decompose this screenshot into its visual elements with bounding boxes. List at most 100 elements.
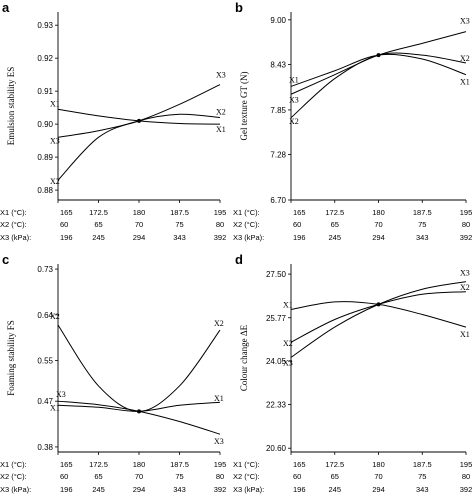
panel-b: 9.00 8.43 7.85 7.28 6.70 b Gel texture GT (N) X… xyxy=(233,0,472,242)
center-point xyxy=(137,409,141,414)
x-row-label: X1 (°C): xyxy=(233,460,260,469)
x-tick-label: 187.5 xyxy=(413,208,432,217)
y-tick-label: 24.05 xyxy=(266,357,287,366)
x-tick-label: 80 xyxy=(462,220,470,229)
x-tick-label: 172.5 xyxy=(89,460,108,469)
x-tick-label: 343 xyxy=(173,485,186,494)
x-tick-label: 165 xyxy=(60,208,73,217)
x-tick-label: 245 xyxy=(328,233,341,242)
x-tick-label: 294 xyxy=(372,233,385,242)
x-tick-label: 187.5 xyxy=(170,460,189,469)
x-tick-label: 75 xyxy=(175,220,183,229)
series-label-right: X3 xyxy=(214,437,224,446)
y-tick-label: 27.50 xyxy=(266,270,287,279)
panel-letter: d xyxy=(235,252,243,267)
series-label-right: X1 xyxy=(460,330,470,339)
series-label-right: X1 xyxy=(216,125,226,134)
y-tick-label: 0.73 xyxy=(37,265,53,274)
x-tick-label: 75 xyxy=(418,472,426,481)
x-tick-label: 343 xyxy=(173,233,186,242)
x-tick-label: 195 xyxy=(460,208,473,217)
series-label-left: X1 xyxy=(50,403,60,412)
x-tick-label: 60 xyxy=(60,220,68,229)
x-tick-label: 195 xyxy=(214,208,227,217)
y-tick-label: 0.89 xyxy=(37,153,53,162)
x-tick-label: 70 xyxy=(374,220,382,229)
panel-c: 0.73 0.64 0.55 0.47 0.38 c Foaming stability F… xyxy=(0,252,226,494)
y-axis-label: Gel texture GT (N) xyxy=(239,71,249,140)
series-label-right: X3 xyxy=(460,17,470,26)
series-label-right: X3 xyxy=(216,71,226,80)
series-line-x3 xyxy=(290,31,467,95)
y-tick-label: 7.85 xyxy=(270,106,286,115)
x-tick-label: 245 xyxy=(92,485,105,494)
y-tick-label: 0.47 xyxy=(37,397,53,406)
series-label-left: X2 xyxy=(50,312,60,321)
series-label-right: X2 xyxy=(216,108,226,117)
x-tick-label: 343 xyxy=(416,233,429,242)
panel-letter: b xyxy=(235,0,243,15)
x-tick-label: 165 xyxy=(60,460,73,469)
y-tick-label: 6.70 xyxy=(270,196,286,205)
series-label-right: X3 xyxy=(460,269,470,278)
x-tick-label: 80 xyxy=(216,472,224,481)
x-row-label: X1 (°C): xyxy=(0,460,27,469)
x-row-label: X3 (kPa): xyxy=(0,233,31,242)
x-row-label: X3 (kPa): xyxy=(233,233,264,242)
x-tick-label: 80 xyxy=(462,472,470,481)
panel-d: 27.50 25.77 24.05 22.33 20.60 d Colour change … xyxy=(233,252,472,494)
series-line-x2 xyxy=(290,52,467,119)
center-point xyxy=(376,53,381,58)
series-label-left: X1 xyxy=(50,99,60,108)
y-axis-label: Emulsion stability ES xyxy=(6,67,16,146)
y-tick-label: 0.55 xyxy=(37,357,53,366)
series-label-left: X3 xyxy=(50,136,60,145)
x-tick-label: 294 xyxy=(133,233,146,242)
y-tick-label: 9.00 xyxy=(270,16,286,25)
x-row-label: X2 (°C): xyxy=(0,220,27,229)
x-tick-label: 196 xyxy=(60,233,73,242)
y-tick-label: 0.90 xyxy=(37,120,53,129)
x-row-label: X3 (kPa): xyxy=(0,485,31,494)
series-label-right: X2 xyxy=(460,54,470,63)
x-tick-label: 180 xyxy=(133,460,146,469)
x-tick-label: 75 xyxy=(175,472,183,481)
series-label-left: X2 xyxy=(283,339,293,348)
x-row-label: X2 (°C): xyxy=(233,472,260,481)
x-tick-label: 172.5 xyxy=(325,208,344,217)
x-row-label: X3 (kPa): xyxy=(233,485,264,494)
x-tick-label: 343 xyxy=(416,485,429,494)
y-tick-label: 0.91 xyxy=(37,87,53,96)
x-tick-label: 392 xyxy=(214,485,227,494)
panel-letter: a xyxy=(2,0,10,15)
y-tick-label: 0.88 xyxy=(37,186,53,195)
y-tick-label: 20.60 xyxy=(266,444,287,453)
x-tick-label: 187.5 xyxy=(170,208,189,217)
x-tick-label: 245 xyxy=(92,233,105,242)
x-tick-label: 165 xyxy=(293,208,306,217)
x-tick-label: 172.5 xyxy=(89,208,108,217)
x-tick-label: 196 xyxy=(60,485,73,494)
x-tick-label: 195 xyxy=(460,460,473,469)
x-tick-label: 196 xyxy=(293,485,306,494)
y-tick-label: 7.28 xyxy=(270,151,286,160)
x-tick-label: 60 xyxy=(293,220,301,229)
series-line-x2 xyxy=(290,291,467,343)
x-tick-label: 65 xyxy=(94,220,102,229)
series-label-right: X1 xyxy=(214,394,224,403)
x-tick-label: 245 xyxy=(328,485,341,494)
y-axis-label: Colour change ΔE xyxy=(239,324,249,391)
series-label-left: X1 xyxy=(289,75,299,84)
series-label-left: X3 xyxy=(289,95,299,104)
series-label-left: X1 xyxy=(283,300,293,309)
series-line-x3 xyxy=(57,84,221,138)
x-tick-label: 70 xyxy=(135,220,143,229)
y-axis-label: Foaming stability FS xyxy=(6,320,16,396)
series-label-left: X2 xyxy=(50,177,60,186)
series-label-right: X1 xyxy=(460,78,470,87)
x-row-label: X2 (°C): xyxy=(0,472,27,481)
x-row-label: X2 (°C): xyxy=(233,220,260,229)
x-tick-label: 294 xyxy=(372,485,385,494)
y-tick-label: 22.33 xyxy=(266,401,287,410)
